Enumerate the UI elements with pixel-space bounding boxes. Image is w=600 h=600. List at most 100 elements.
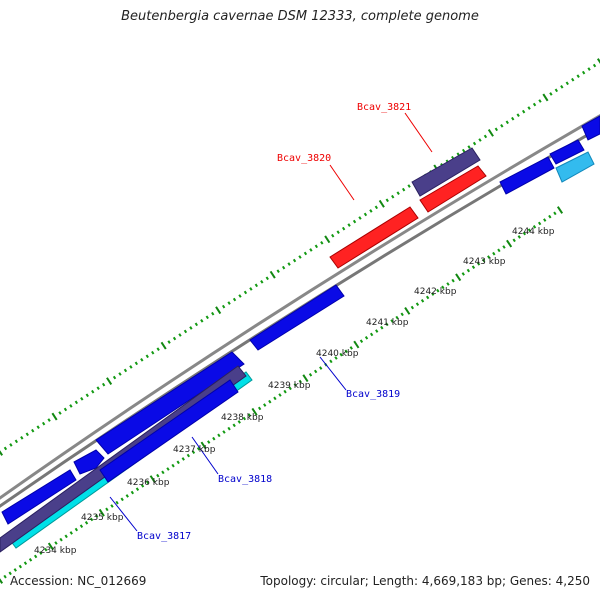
gene-label[interactable]: Bcav_3821 [357,102,411,113]
minor-tick [8,571,12,576]
minor-tick [494,127,499,132]
gene-feature[interactable] [581,115,600,141]
minor-tick [232,297,237,302]
gene-feature[interactable] [99,379,239,483]
gene-feature[interactable] [95,351,245,455]
gene-label[interactable]: Bcav_3817 [137,531,191,542]
minor-tick [401,187,406,192]
minor-tick [587,67,591,71]
minor-tick [178,333,182,337]
gene-leader-line [319,356,347,391]
gene-feature[interactable] [1,469,77,525]
major-tick [596,58,600,64]
minor-tick [130,490,135,495]
minor-tick [410,305,415,310]
minor-tick [85,393,89,398]
gene-label[interactable]: Bcav_3818 [218,474,272,485]
minor-tick [95,514,99,518]
minor-tick [339,352,343,357]
gene-leader-line [329,164,355,201]
minor-tick [334,356,338,360]
minor-tick [576,74,580,78]
minor-tick [349,346,353,350]
gene-label[interactable]: Bcav_3820 [277,153,331,164]
minor-tick [14,439,19,444]
minor-tick [20,436,24,440]
minor-tick [363,212,368,217]
minor-tick [560,85,564,89]
minor-tick [200,319,204,323]
major-tick [455,273,462,282]
major-tick [378,199,385,208]
minor-tick [319,366,323,370]
minor-tick [451,278,455,283]
gene-leader-line [404,112,433,153]
minor-tick [467,145,471,149]
minor-tick [243,290,248,295]
minor-tick [298,255,302,259]
minor-tick [145,354,149,359]
minor-tick [273,396,277,401]
minor-tick [84,521,89,525]
minor-tick [242,416,247,421]
gene-feature[interactable] [499,156,555,195]
minor-tick [395,315,399,320]
minor-tick [33,554,38,559]
minor-tick [472,141,477,146]
minor-tick [553,211,557,216]
minor-tick [592,63,597,68]
minor-tick [47,418,51,422]
minor-tick [237,420,241,424]
topology-label: Topology: circular; Length: 4,669,183 bp… [260,574,590,588]
minor-tick [336,230,340,234]
major-tick [215,306,222,315]
major-tick [106,377,113,385]
gene-feature-selected[interactable] [419,165,487,213]
minor-tick [23,561,28,565]
minor-tick [89,517,94,522]
gene-feature[interactable] [549,139,585,165]
minor-tick [292,258,297,263]
minor-tick [249,287,253,291]
gene-feature[interactable] [73,449,105,475]
minor-tick [183,329,188,334]
minor-tick [44,547,48,552]
gene-label[interactable]: Bcav_3819 [346,389,400,400]
minor-tick [36,425,40,429]
minor-tick [478,138,482,142]
minor-tick [227,301,231,305]
minor-tick [129,365,133,369]
minor-tick [548,214,552,219]
minor-tick [581,70,586,75]
minor-tick [497,248,501,253]
minor-tick [538,99,542,103]
minor-tick [461,148,466,153]
minor-tick [268,399,272,404]
minor-tick [254,283,259,288]
minor-tick [41,421,46,426]
gene-feature[interactable] [411,147,481,197]
gene-feature-selected[interactable] [329,206,419,269]
minor-tick [69,404,73,408]
minor-tick [110,504,114,508]
minor-tick [537,221,542,226]
minor-tick [288,386,292,391]
major-tick [302,374,309,383]
minor-tick [265,276,269,281]
minor-tick [283,389,287,394]
minor-tick [385,322,389,327]
tick-label: 4242 kbp [414,287,457,297]
gene-feature[interactable] [249,284,345,351]
tick-label: 4239 kbp [268,381,311,391]
minor-tick [331,233,335,238]
minor-tick [549,92,553,96]
minor-tick [217,433,221,438]
minor-tick [135,487,140,491]
minor-tick [415,302,420,306]
major-tick [0,450,4,456]
minor-tick [134,361,139,366]
tick-label: 4236 kbp [127,478,170,488]
minor-tick [314,244,319,249]
gene-feature[interactable] [555,151,595,183]
minor-tick [3,446,8,451]
